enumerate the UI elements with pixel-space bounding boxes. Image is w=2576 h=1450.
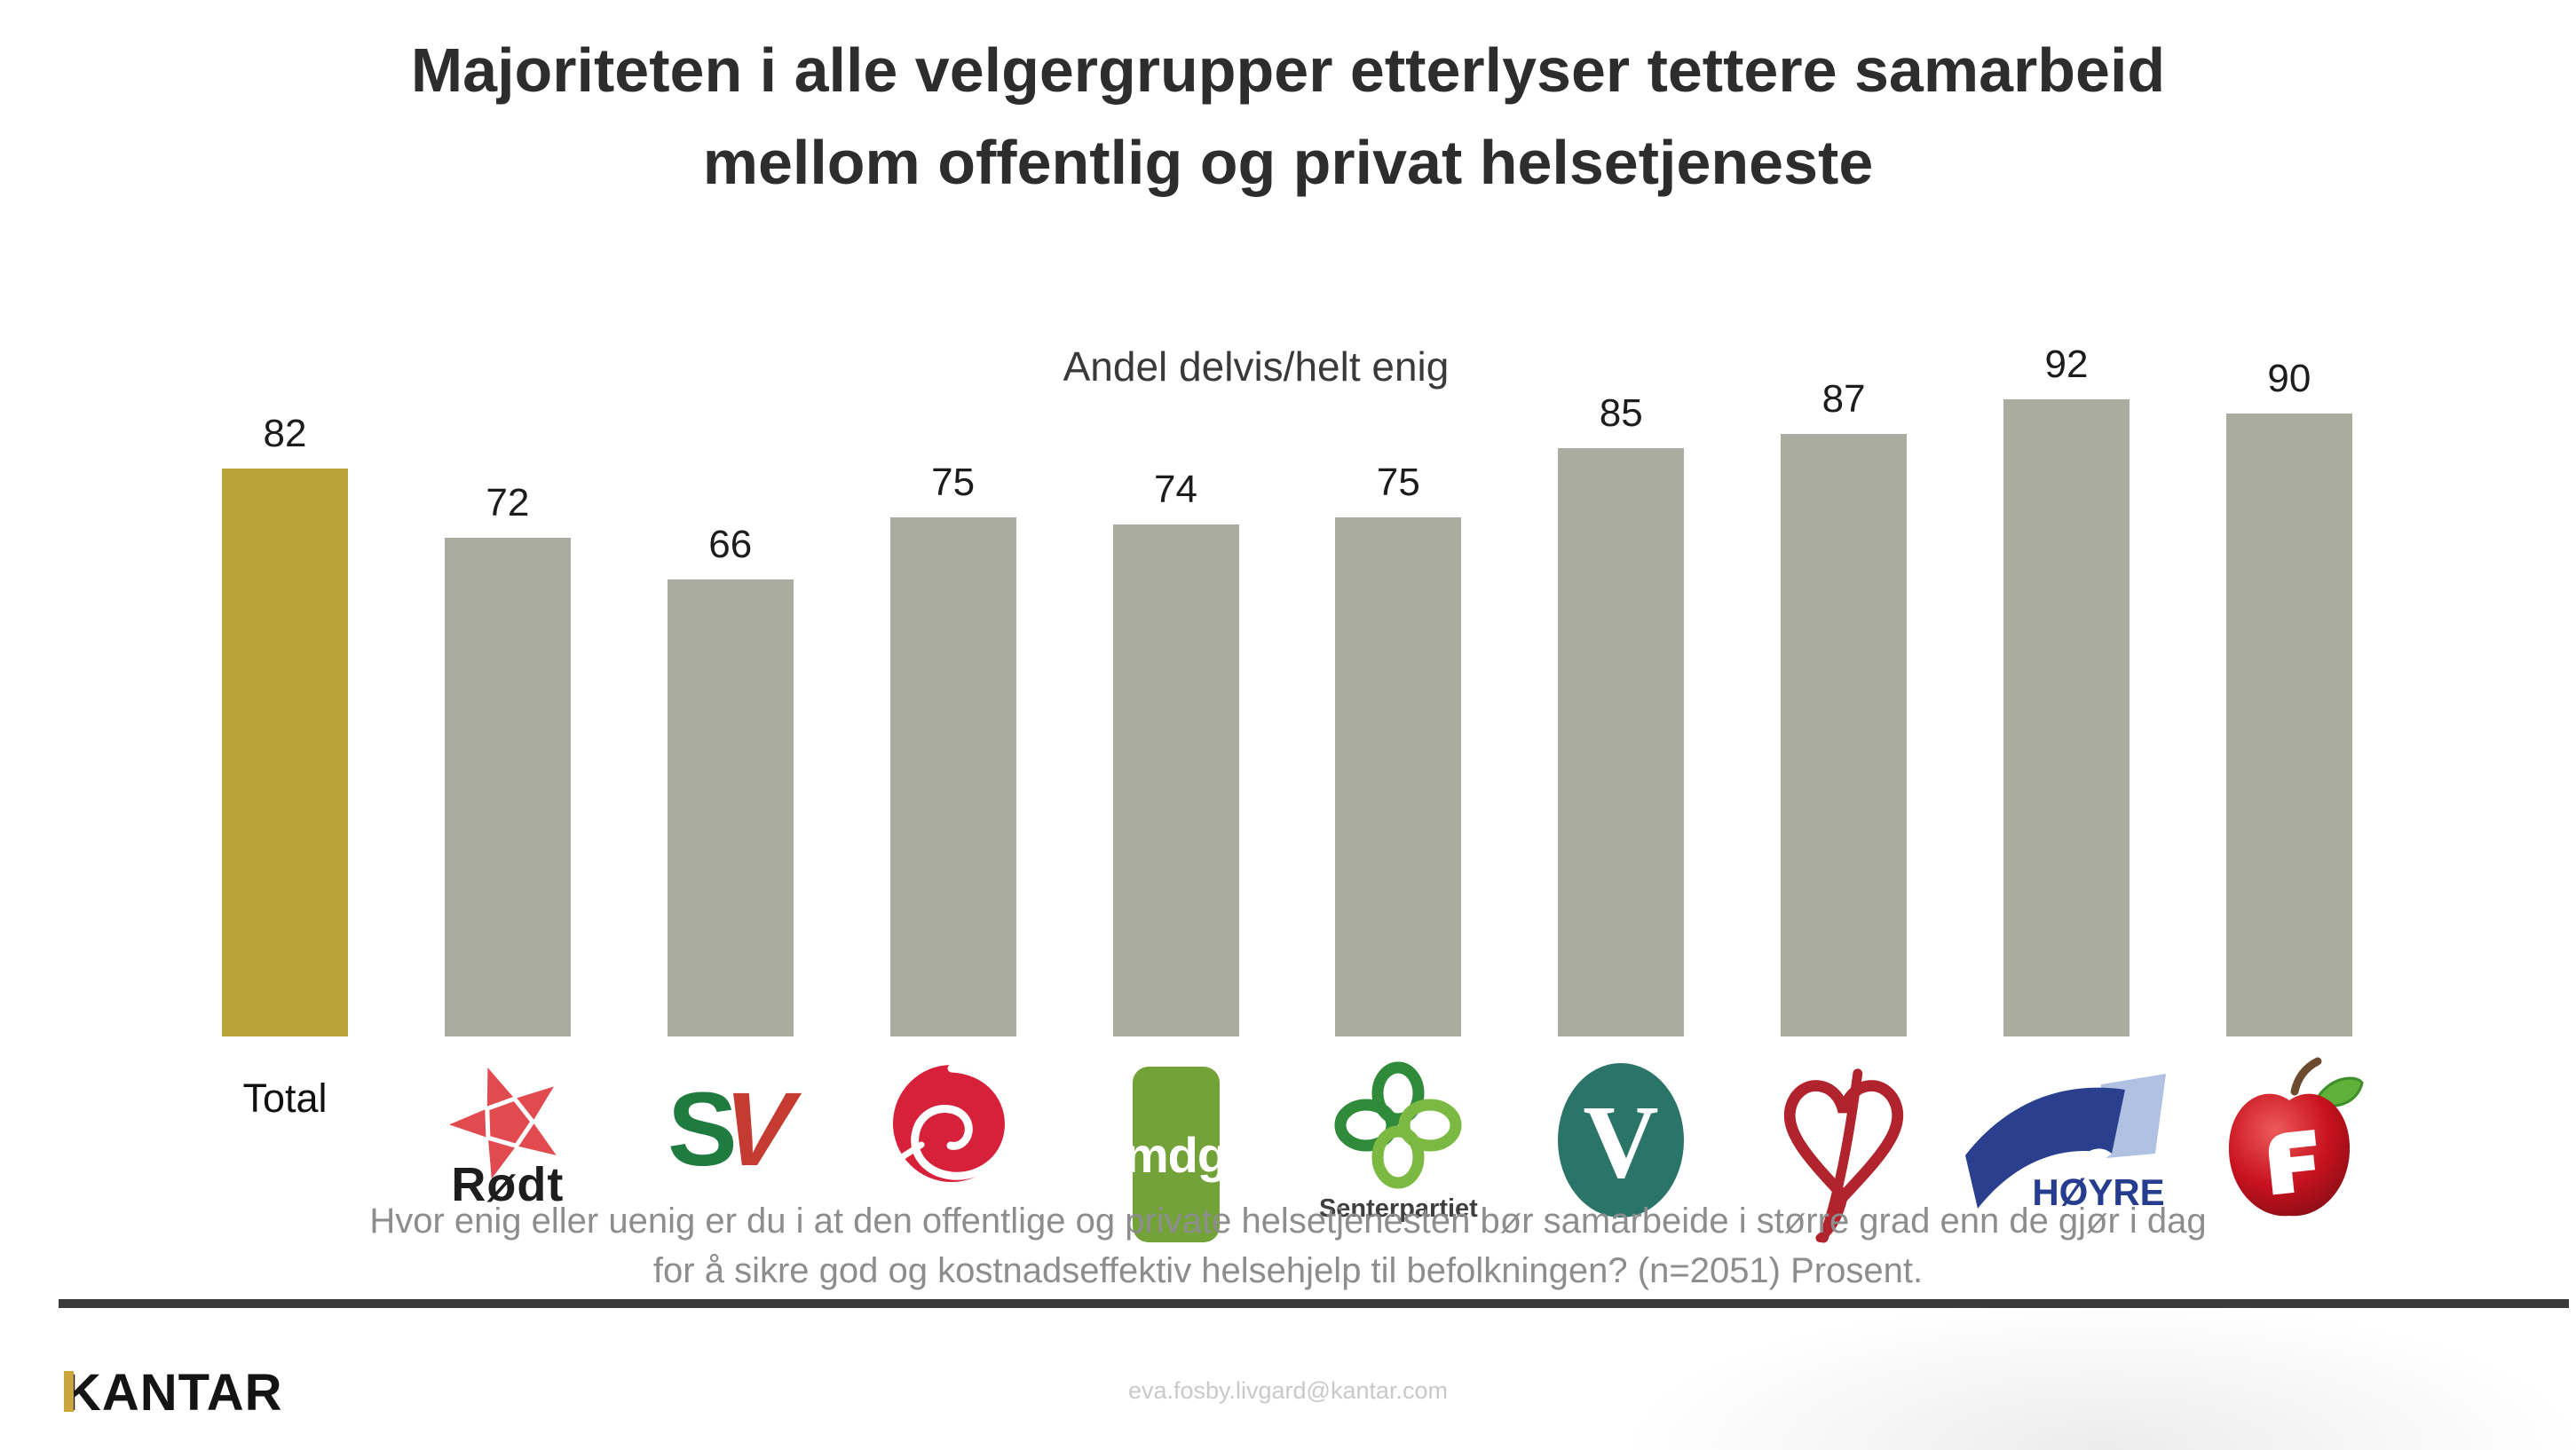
- bar-value-label: 66: [708, 523, 753, 567]
- bar-venstre: [1558, 448, 1685, 1036]
- page-title-line2: mellom offentlig og privat helsetjeneste: [702, 127, 1874, 197]
- rodt-logo-text: Rødt: [451, 1158, 565, 1211]
- bar-column: 87: [1781, 377, 1908, 1036]
- rodt-star-icon: [448, 1068, 557, 1179]
- category-hoyre: HØYRE: [1965, 1052, 2166, 1243]
- page-title: Majoriteten i alle velgergrupper etterly…: [133, 25, 2443, 209]
- sv-logo-letter-s: S: [668, 1071, 738, 1188]
- category-rodt: Rødt: [445, 1052, 571, 1243]
- arbeiderpartiet-rose-icon: [892, 1064, 1013, 1182]
- senterpartiet-logo-icon: Senterpartiet: [1319, 1061, 1478, 1224]
- bar-mdg: [1112, 524, 1239, 1036]
- bar-value-label: 87: [1821, 377, 1866, 422]
- chart-subtitle: Andel delvis/helt enig: [1063, 343, 1450, 390]
- bar-arbeiderpartiet: [889, 517, 1016, 1036]
- footer-divider: [59, 1299, 2569, 1308]
- contact-email: eva.fosby.livgard@kantar.com: [1127, 1377, 1449, 1404]
- page-title-line1: Majoriteten i alle velgergrupper etterly…: [410, 35, 2166, 105]
- kantar-logo-text: KANTAR: [64, 1364, 283, 1422]
- footnote-line1: Hvor enig eller uenig er du i at den off…: [369, 1202, 2207, 1241]
- category-mdg: mdg: [1113, 1052, 1239, 1243]
- hoyre-logo-icon: HØYRE: [1965, 1074, 2166, 1213]
- bar-sv: [667, 579, 794, 1036]
- bar-total: [222, 469, 348, 1036]
- category-sv: S V: [668, 1052, 808, 1243]
- category-logo-row: Total Rødt S V: [222, 1052, 2364, 1243]
- bar-column: 72: [444, 481, 571, 1036]
- senterpartiet-clover-icon: [1334, 1061, 1462, 1189]
- sv-logo-icon: S V: [668, 1071, 808, 1188]
- rodt-logo-icon: Rødt: [439, 1056, 577, 1212]
- bar-column: 85: [1558, 391, 1685, 1036]
- footnote-line2: for å sikre god og kostnadseffektiv hels…: [652, 1251, 1924, 1290]
- venstre-logo-icon: V: [1558, 1063, 1685, 1218]
- hoyre-logo-text: HØYRE: [2032, 1171, 2164, 1213]
- bar-rødt: [444, 538, 571, 1036]
- bar-value-label: 74: [1154, 467, 1197, 511]
- bar-column: 66: [667, 523, 794, 1036]
- bar-value-label: 92: [2044, 343, 2089, 387]
- bar-column: 75: [889, 461, 1016, 1036]
- bar-høyre: [2003, 399, 2130, 1036]
- bar-column: 90: [2225, 357, 2352, 1036]
- mdg-logo-icon: mdg: [1125, 1067, 1228, 1242]
- category-senterpartiet: Senterpartiet: [1319, 1052, 1478, 1243]
- total-label: Total: [242, 1076, 328, 1121]
- bar-chart: 82 72 66 75 74 75 85: [222, 327, 2352, 1036]
- bar-column: 92: [2003, 343, 2130, 1036]
- bar-value-label: 85: [1599, 391, 1643, 435]
- category-venstre: V: [1558, 1052, 1685, 1243]
- krf-heart-icon: [1783, 1068, 1904, 1243]
- bar-value-label: 72: [486, 481, 530, 525]
- category-krf: [1781, 1052, 1907, 1243]
- bar-frp: [2225, 414, 2352, 1036]
- kantar-gold-bar: [64, 1371, 74, 1412]
- mdg-logo-text: mdg: [1124, 1126, 1228, 1183]
- category-arbeiderpartiet: [890, 1052, 1016, 1243]
- bar-value-label: 90: [2267, 357, 2311, 400]
- svg-text:V: V: [1584, 1084, 1659, 1200]
- survey-question-footnote: Hvor enig eller uenig er du i at den off…: [178, 1196, 2398, 1296]
- bar-senterpartiet: [1335, 517, 1462, 1036]
- bar-column: 74: [1112, 467, 1239, 1036]
- bar-column: 82: [222, 412, 348, 1036]
- frp-apple-icon: [2228, 1057, 2364, 1217]
- senterpartiet-logo-text: Senterpartiet: [1318, 1194, 1478, 1223]
- bar-krf: [1781, 434, 1908, 1036]
- bar-column: 75: [1335, 461, 1462, 1036]
- bar-value-label: 82: [263, 412, 307, 456]
- category-frp: [2226, 1052, 2364, 1243]
- kantar-logo: KANTAR: [64, 1363, 283, 1422]
- bar-value-label: 75: [931, 461, 976, 504]
- bar-value-label: 75: [1376, 461, 1420, 504]
- category-total: Total: [222, 1052, 348, 1243]
